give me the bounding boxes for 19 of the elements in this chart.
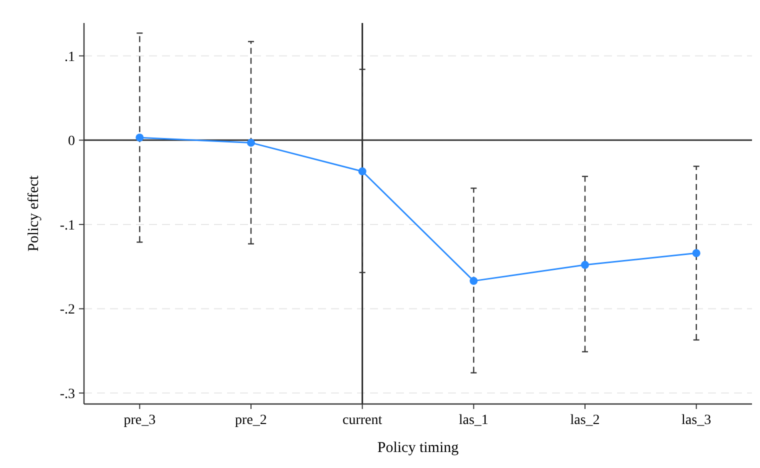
x-tick-label: las_3 (682, 413, 712, 428)
point (581, 260, 589, 269)
point (247, 138, 255, 147)
y-tick-label: -.1 (60, 218, 75, 234)
y-tick-label: .1 (64, 50, 75, 65)
y-tick-label: -.3 (60, 386, 75, 402)
point (692, 249, 700, 258)
x-axis-title: Policy timing (377, 440, 460, 456)
x-tick-label: las_2 (570, 413, 600, 428)
x-tick-label: pre_3 (124, 413, 156, 428)
x-tick-label: las_1 (458, 413, 488, 428)
point (358, 167, 366, 176)
point (136, 134, 144, 142)
x-tick-label: pre_2 (235, 413, 267, 428)
y-tick-label: -.2 (60, 302, 75, 318)
x-tick-label: current (342, 413, 382, 428)
y-axis-title: Policy effect (26, 174, 42, 252)
point (470, 276, 478, 285)
y-tick-label: 0 (68, 134, 75, 150)
